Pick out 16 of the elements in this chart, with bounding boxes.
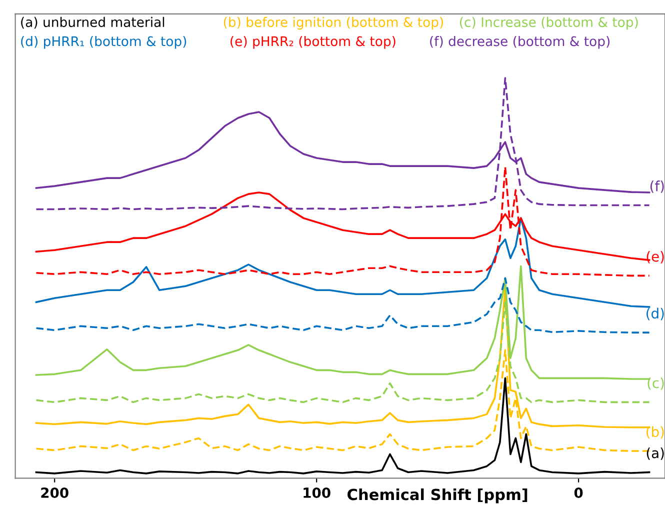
- annotation: (a): [646, 448, 664, 460]
- annotation: (b): [646, 426, 664, 439]
- text: (e) pHRR₂ (bottom & top): [230, 36, 396, 49]
- annotation: (c): [648, 377, 664, 390]
- text: (a) unburned material: [21, 16, 164, 29]
- annotation: (e): [646, 250, 664, 264]
- text: (b) before ignition (bottom & top): [224, 16, 444, 30]
- annotation: (d): [646, 308, 664, 320]
- text: (c) Increase (bottom & top): [460, 16, 638, 30]
- x-tick-label: 100: [304, 488, 330, 498]
- x-tick-label: 0: [574, 488, 583, 498]
- text: (d) pHRR₁ (bottom & top): [21, 36, 186, 49]
- x-tick-label: 200: [41, 488, 68, 498]
- text: (f) decrease (bottom & top): [430, 36, 610, 49]
- x-axis-title: Chemical Shift [ppm]: [348, 488, 528, 504]
- annotation: (f): [650, 180, 664, 193]
